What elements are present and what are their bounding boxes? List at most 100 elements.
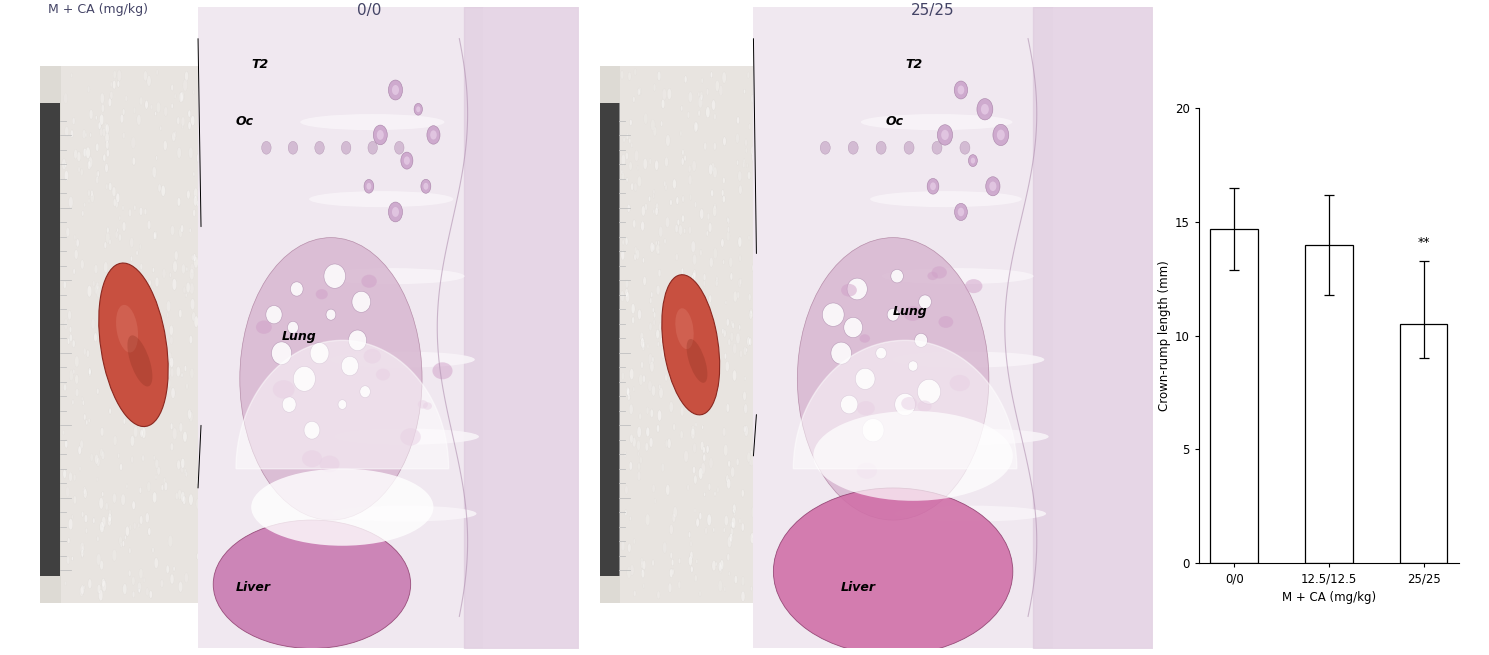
Ellipse shape xyxy=(747,337,750,346)
Ellipse shape xyxy=(752,151,756,162)
Ellipse shape xyxy=(954,203,968,221)
Ellipse shape xyxy=(177,147,182,159)
Ellipse shape xyxy=(83,148,86,157)
Ellipse shape xyxy=(637,176,642,187)
Ellipse shape xyxy=(728,257,733,267)
Ellipse shape xyxy=(844,318,862,337)
Ellipse shape xyxy=(627,133,628,140)
Ellipse shape xyxy=(722,72,727,83)
Text: Oc: Oc xyxy=(884,115,904,128)
Ellipse shape xyxy=(153,455,155,460)
Ellipse shape xyxy=(156,156,158,160)
Ellipse shape xyxy=(670,343,673,350)
Ellipse shape xyxy=(734,511,736,516)
Ellipse shape xyxy=(113,198,116,206)
Ellipse shape xyxy=(125,535,127,540)
Ellipse shape xyxy=(689,195,692,200)
Ellipse shape xyxy=(147,394,152,405)
Ellipse shape xyxy=(688,165,691,172)
Ellipse shape xyxy=(630,516,631,521)
Ellipse shape xyxy=(917,400,932,412)
Ellipse shape xyxy=(138,346,141,354)
Ellipse shape xyxy=(103,128,106,137)
Ellipse shape xyxy=(191,263,195,274)
Ellipse shape xyxy=(919,295,932,309)
Ellipse shape xyxy=(680,268,683,274)
Ellipse shape xyxy=(813,411,1013,501)
Ellipse shape xyxy=(724,528,725,533)
Ellipse shape xyxy=(130,403,131,409)
Ellipse shape xyxy=(180,491,185,502)
Ellipse shape xyxy=(721,560,724,570)
Ellipse shape xyxy=(654,126,657,136)
Ellipse shape xyxy=(652,485,655,493)
Ellipse shape xyxy=(715,562,718,567)
Ellipse shape xyxy=(716,487,719,493)
Ellipse shape xyxy=(643,159,648,170)
Ellipse shape xyxy=(692,254,697,265)
Ellipse shape xyxy=(125,263,128,269)
Ellipse shape xyxy=(130,436,134,446)
Ellipse shape xyxy=(100,128,103,136)
Ellipse shape xyxy=(797,238,989,520)
Ellipse shape xyxy=(137,393,141,405)
Ellipse shape xyxy=(740,350,743,358)
Ellipse shape xyxy=(718,580,722,591)
Ellipse shape xyxy=(153,231,158,240)
Ellipse shape xyxy=(122,584,127,595)
Ellipse shape xyxy=(733,504,736,514)
Ellipse shape xyxy=(185,469,186,474)
Ellipse shape xyxy=(709,483,710,490)
Ellipse shape xyxy=(98,122,101,130)
Ellipse shape xyxy=(743,162,744,168)
Ellipse shape xyxy=(715,491,716,496)
Ellipse shape xyxy=(721,238,724,247)
Ellipse shape xyxy=(170,574,174,584)
Ellipse shape xyxy=(742,576,744,586)
Ellipse shape xyxy=(630,462,633,470)
Ellipse shape xyxy=(118,453,119,458)
Ellipse shape xyxy=(147,379,149,384)
Ellipse shape xyxy=(855,368,876,390)
Ellipse shape xyxy=(688,532,691,538)
Ellipse shape xyxy=(661,99,664,109)
Ellipse shape xyxy=(173,566,176,571)
Ellipse shape xyxy=(104,164,109,172)
Ellipse shape xyxy=(159,126,162,130)
Ellipse shape xyxy=(100,427,104,436)
Ellipse shape xyxy=(658,322,663,331)
Ellipse shape xyxy=(133,343,134,349)
Ellipse shape xyxy=(731,517,736,529)
Ellipse shape xyxy=(625,280,628,288)
Text: **: ** xyxy=(1418,236,1429,249)
Ellipse shape xyxy=(747,452,750,462)
Ellipse shape xyxy=(695,559,698,564)
Ellipse shape xyxy=(876,141,886,154)
Ellipse shape xyxy=(272,380,295,399)
Ellipse shape xyxy=(177,198,180,206)
Ellipse shape xyxy=(192,90,195,94)
Ellipse shape xyxy=(182,373,183,378)
Ellipse shape xyxy=(140,263,143,270)
Ellipse shape xyxy=(147,528,150,536)
Ellipse shape xyxy=(377,130,384,140)
Ellipse shape xyxy=(692,466,695,474)
Ellipse shape xyxy=(152,492,156,503)
Ellipse shape xyxy=(89,133,91,138)
Ellipse shape xyxy=(171,84,173,91)
Ellipse shape xyxy=(724,329,727,337)
Ellipse shape xyxy=(94,285,98,294)
Ellipse shape xyxy=(658,240,660,245)
Ellipse shape xyxy=(121,285,125,297)
Ellipse shape xyxy=(710,190,713,196)
Ellipse shape xyxy=(680,131,682,136)
Ellipse shape xyxy=(639,87,642,96)
Ellipse shape xyxy=(191,299,195,310)
Ellipse shape xyxy=(179,582,183,592)
Ellipse shape xyxy=(83,202,85,207)
Ellipse shape xyxy=(628,72,631,81)
Ellipse shape xyxy=(630,404,633,415)
Ellipse shape xyxy=(174,131,177,138)
Ellipse shape xyxy=(171,225,174,236)
Ellipse shape xyxy=(180,92,185,102)
